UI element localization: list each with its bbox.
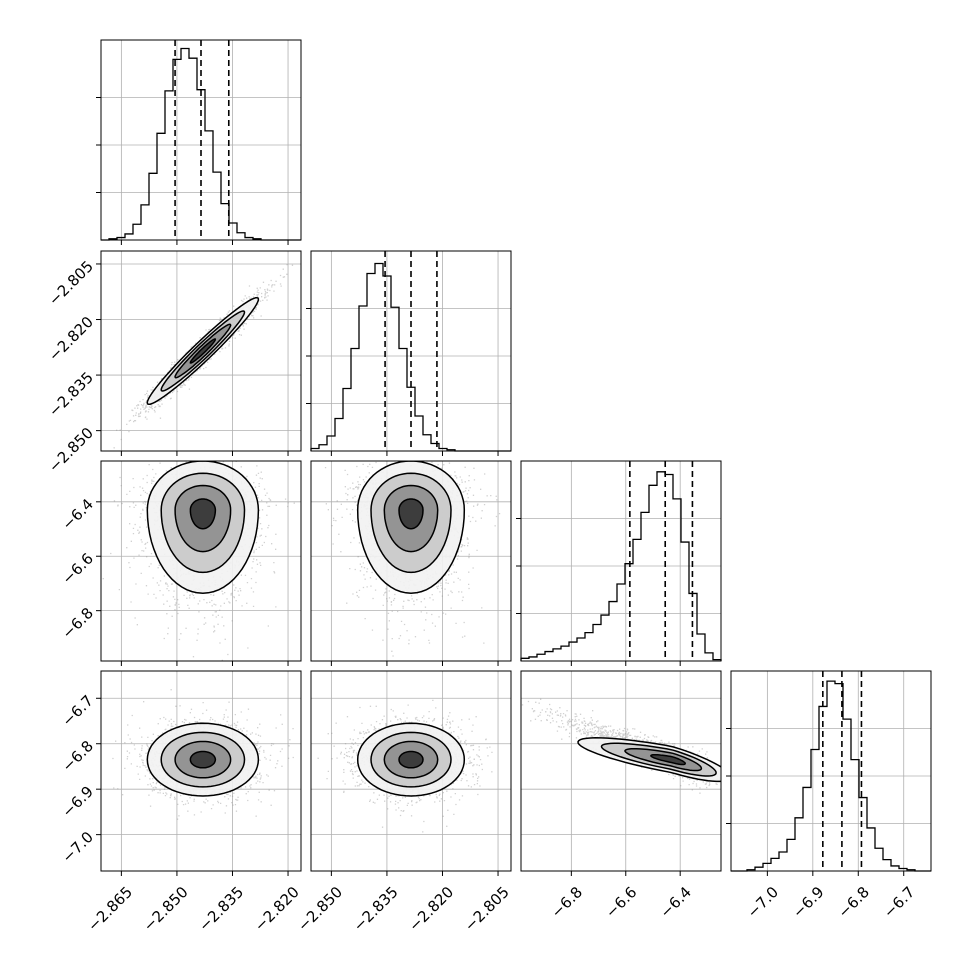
panel-content <box>521 671 721 871</box>
x-tick-label: −6.4 <box>656 883 694 921</box>
x-tick-label: −6.9 <box>789 883 827 921</box>
panel-content <box>311 671 511 871</box>
histogram-panel <box>516 460 722 662</box>
x-axis: −7.0 −6.9 −6.8 −6.7 <box>744 871 918 922</box>
panel-content <box>101 251 301 451</box>
panel-frame <box>520 460 722 662</box>
x-tick-label: −6.6 <box>602 883 640 921</box>
x-tick-label: −2.805 <box>461 883 513 935</box>
scatter-panel <box>310 670 512 872</box>
panel-frame <box>310 460 512 662</box>
scatter-panel <box>520 670 722 872</box>
x-tick-label: −2.865 <box>84 883 136 935</box>
histogram-panel <box>306 250 512 452</box>
panel-frame <box>310 250 512 452</box>
x-tick-label: −2.820 <box>251 883 303 935</box>
y-tick-label: −2.820 <box>45 313 97 365</box>
y-tick-label: −6.8 <box>59 604 97 642</box>
scatter-panel <box>310 460 512 662</box>
x-tick-label: −6.8 <box>835 883 873 921</box>
x-tick-label: −7.0 <box>744 883 782 921</box>
x-tick-label: −6.7 <box>880 883 918 921</box>
panel-content <box>101 671 301 871</box>
y-tick-label: −2.835 <box>45 368 97 420</box>
scatter-panel: −6.8 −6.6 −6.4 <box>59 460 302 662</box>
density-contour <box>398 750 424 769</box>
x-tick-label: −2.820 <box>405 883 457 935</box>
x-tick-label: −2.835 <box>350 883 402 935</box>
x-axis: −2.850 −2.835 −2.820 −2.805 <box>294 871 513 935</box>
density-contour <box>189 498 217 530</box>
panel-frame <box>100 39 302 241</box>
x-axis: −6.8 −6.6 −6.4 <box>548 871 695 922</box>
y-tick-label: −6.4 <box>59 495 97 533</box>
y-tick-label: −6.8 <box>59 737 97 775</box>
x-tick-label: −2.835 <box>195 883 247 935</box>
panel-frame <box>310 670 512 872</box>
histogram-panel <box>726 670 932 872</box>
panel-frame <box>520 670 722 872</box>
panel-frame <box>100 460 302 662</box>
panel-frame <box>100 250 302 452</box>
histogram-step <box>731 680 931 872</box>
histogram-step <box>520 471 722 661</box>
density-contour <box>189 750 217 769</box>
x-tick-label: −2.850 <box>140 883 192 935</box>
x-tick-label: −2.850 <box>294 883 346 935</box>
panel-frame <box>100 670 302 872</box>
scatter-panel: −7.0 −6.9 −6.8 −6.7 <box>59 670 302 872</box>
y-tick-label: −6.9 <box>59 782 97 820</box>
histogram-step <box>101 47 301 241</box>
panel-content <box>101 461 301 661</box>
y-tick-label: −2.805 <box>45 257 97 309</box>
histogram-panel <box>96 39 302 241</box>
x-axis: −2.865 −2.850 −2.835 −2.820 <box>84 871 303 935</box>
x-tick-label: −6.8 <box>548 883 586 921</box>
density-contour <box>398 498 424 530</box>
y-tick-label: −7.0 <box>59 828 97 866</box>
density-contour <box>189 338 217 364</box>
y-tick-label: −6.7 <box>59 692 97 730</box>
y-tick-label: −2.850 <box>45 424 97 476</box>
density-contour <box>650 753 686 766</box>
y-tick-label: −6.6 <box>59 550 97 588</box>
panel-frame <box>730 670 932 872</box>
panel-content <box>311 461 511 661</box>
scatter-panel: −2.850−2.835−2.820−2.805 <box>45 250 302 476</box>
